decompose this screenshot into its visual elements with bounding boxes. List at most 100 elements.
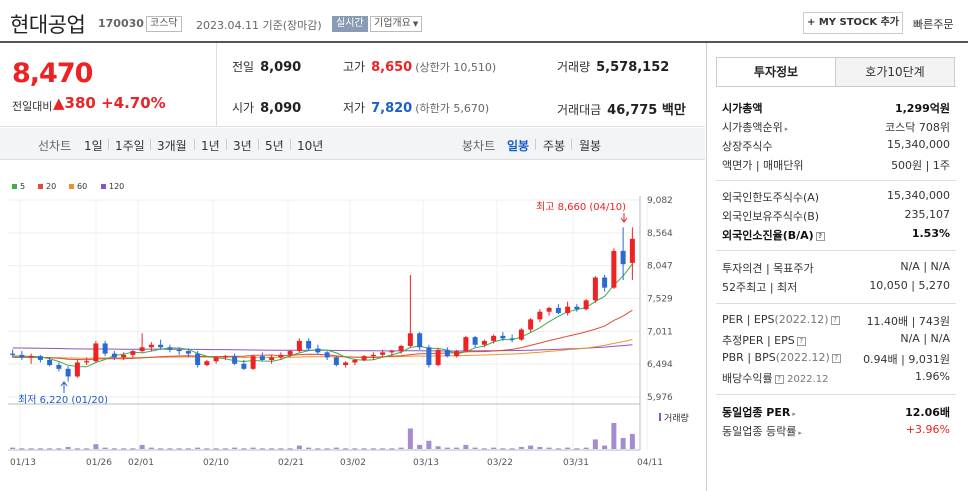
candle <box>537 311 543 320</box>
candle <box>417 333 423 348</box>
candle <box>444 349 450 357</box>
volume-bar <box>74 448 80 450</box>
volume-bar <box>444 447 450 449</box>
help-icon[interactable]: ? <box>830 316 840 325</box>
per-date: (2022.12) <box>774 313 829 326</box>
stat-label: 시가 <box>232 101 255 115</box>
period-1w-button[interactable]: 1주일 <box>115 139 145 153</box>
stat-value: 5,578,152 <box>596 60 670 75</box>
help-icon[interactable]: ? <box>831 354 841 363</box>
candle <box>315 348 321 353</box>
y-tick-label: 5,976 <box>647 393 673 403</box>
high-arrow-icon <box>620 213 628 223</box>
candle <box>250 356 256 369</box>
candle <box>620 250 626 265</box>
candle <box>241 363 247 369</box>
volume-bar <box>592 439 598 449</box>
section-divider <box>716 394 956 395</box>
period-5y-button[interactable]: 5년 <box>265 139 284 153</box>
period-divider <box>535 139 536 150</box>
period-1y-button[interactable]: 1년 <box>201 139 220 153</box>
period-10y-button[interactable]: 10년 <box>297 139 324 153</box>
row-market-cap: 시가총액 1,299억원 <box>722 100 950 118</box>
candle <box>47 359 53 366</box>
candle <box>185 351 191 354</box>
quick-order-link[interactable]: 빠른주문 <box>913 18 954 31</box>
stat-label: 거래대금 <box>557 103 602 117</box>
candle <box>398 346 404 352</box>
volume-bar <box>518 446 524 449</box>
candle-daily-button[interactable]: 일봉 <box>507 139 530 153</box>
volume-bar <box>370 448 376 450</box>
volume-bar <box>176 448 182 450</box>
volume-bar <box>565 447 571 449</box>
period-3y-button[interactable]: 3년 <box>233 139 252 153</box>
row-foreign-ratio: 외국인소진율(B/A)? 1.53% <box>722 227 950 245</box>
candle-monthly-button[interactable]: 월봉 <box>579 139 602 153</box>
high-annotation: 최고 8,660 (04/10) <box>536 201 626 213</box>
legend-swatch <box>101 184 106 189</box>
row-sector-change[interactable]: 동일업종 등락률 ▸ +3.96% <box>722 423 950 441</box>
row-label: 외국인보유주식수(B) <box>722 210 820 223</box>
low-annotation: 최저 6,220 (01/20) <box>18 394 108 406</box>
chevron-down-icon: ▼ <box>412 20 419 28</box>
candle <box>435 349 441 366</box>
legend-swatch <box>69 184 74 189</box>
invest-panel <box>706 43 968 491</box>
volume-bar <box>574 448 580 450</box>
y-tick-label: 7,529 <box>647 295 673 305</box>
volume-bar <box>28 448 34 450</box>
help-icon[interactable]: ? <box>796 337 806 346</box>
volume-bar <box>102 447 108 449</box>
price-chart[interactable]: 9,082 8,564 8,047 7,529 7,011 6,494 5,976 01/13… <box>0 192 705 487</box>
candle <box>56 365 62 369</box>
volume-bar <box>213 448 219 450</box>
add-my-stock-button[interactable]: + MY STOCK 추가 <box>803 12 903 34</box>
period-3m-button[interactable]: 3개월 <box>157 139 187 153</box>
candle <box>121 354 127 358</box>
row-label: 액면가 | 매매단위 <box>722 159 804 172</box>
volume-bar <box>417 444 423 449</box>
candle-weekly-button[interactable]: 주봉 <box>543 139 566 153</box>
help-icon[interactable]: ? <box>815 232 825 241</box>
candle <box>370 354 376 357</box>
candle <box>10 353 16 355</box>
candle <box>139 347 145 352</box>
row-sector-per[interactable]: 동일업종 PER ▸ 12.06배 <box>722 404 950 422</box>
stock-code: 170030 <box>98 17 144 30</box>
volume-bar <box>65 446 71 449</box>
stat-high: 고가 8,650 (상한가 10,510) <box>343 58 496 75</box>
candle <box>546 307 552 312</box>
volume-bar <box>167 448 173 450</box>
volume-bar <box>232 447 238 449</box>
y-tick-label: 7,011 <box>647 327 673 337</box>
change-label: 전일대비 <box>12 100 53 113</box>
volume-bar <box>111 448 117 450</box>
company-info-label: 기업개요 <box>374 18 411 29</box>
tab-orderbook[interactable]: 호가10단계 <box>835 57 955 87</box>
volume-bar <box>389 448 395 450</box>
volume-bar <box>47 448 53 450</box>
period-divider <box>226 139 227 150</box>
row-label: 상장주식수 <box>722 140 773 153</box>
volume-bar <box>93 444 99 449</box>
candle <box>611 250 617 288</box>
help-icon[interactable]: ? <box>774 375 784 384</box>
period-divider <box>290 139 291 150</box>
tab-invest-info[interactable]: 투자정보 <box>716 57 836 87</box>
volume-bar <box>287 448 293 450</box>
stat-prev: 전일 8,090 <box>232 58 301 75</box>
volume-bar <box>333 447 339 449</box>
price-divider <box>216 43 217 127</box>
row-cap-rank[interactable]: 시가총액순위 ▸ 코스닥 708위 <box>722 119 950 137</box>
realtime-button[interactable]: 실시간 <box>332 16 368 32</box>
volume-bar <box>185 448 191 450</box>
legend-swatch <box>12 184 17 189</box>
candle <box>463 337 469 352</box>
candle <box>324 352 330 358</box>
company-info-dropdown[interactable]: 기업개요 ▼ <box>370 16 423 32</box>
volume-bar <box>84 448 90 450</box>
candle <box>333 357 339 366</box>
period-1d-button[interactable]: 1일 <box>84 139 103 153</box>
candle <box>500 335 506 339</box>
